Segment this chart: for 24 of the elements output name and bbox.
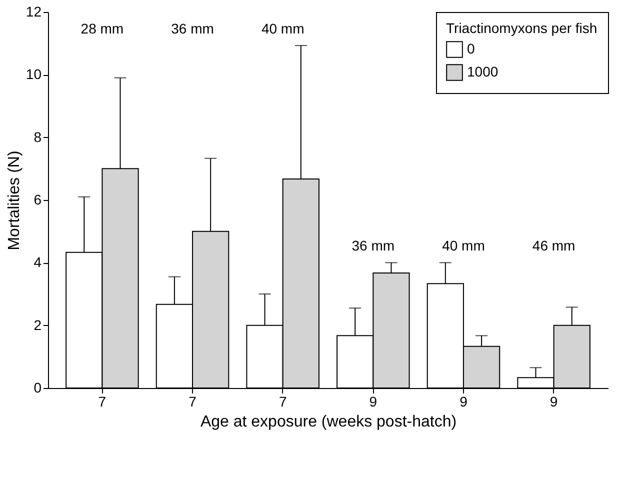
annotation: 28 mm [80,20,124,37]
x-tick-label: 9 [460,394,468,410]
x-tick-label: 9 [369,394,378,410]
y-tick-label: 4 [34,254,42,270]
x-tick-label: 7 [98,394,106,410]
annotation: 40 mm [442,238,485,254]
y-tick-label: 0 [34,380,42,396]
y-axis-title: Mortalities (N) [6,150,23,250]
x-axis-title: Age at exposure (weeks post-hatch) [200,414,457,430]
x-tick-label: 7 [278,394,287,410]
annotation: 36 mm [171,20,214,37]
legend-title: Triactinomyxons per fish [446,20,598,36]
y-tick-label: 8 [34,128,42,145]
legend-label: 0 [467,40,475,56]
y-tick-label: 6 [34,192,42,208]
x-tick-label: 7 [188,394,197,410]
legend-label: 1000 [467,64,498,80]
y-tick-label: 10 [26,66,42,82]
annotation: 36 mm [352,238,395,254]
y-tick-label: 2 [34,316,42,333]
x-tick-label: 9 [550,394,558,410]
annotation: 40 mm [261,20,304,37]
y-tick-label: 12 [26,4,42,20]
annotation: 46 mm [532,238,576,254]
